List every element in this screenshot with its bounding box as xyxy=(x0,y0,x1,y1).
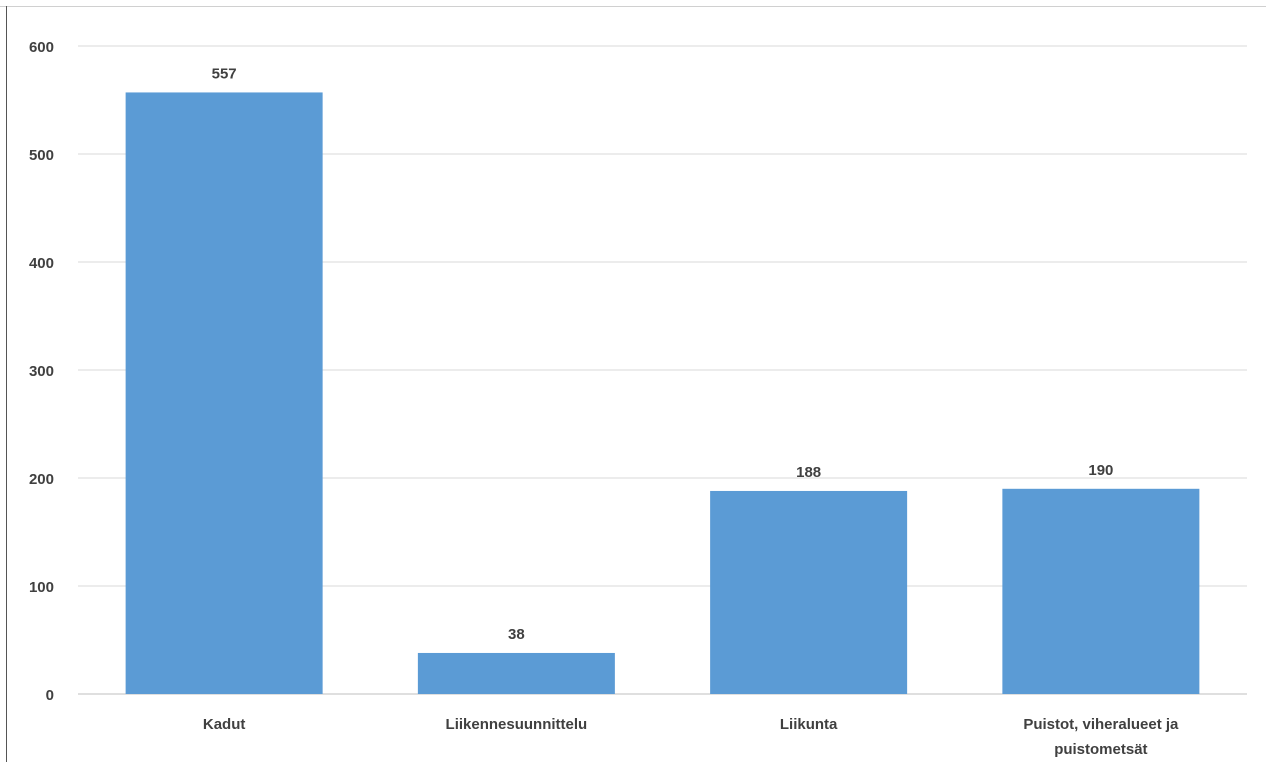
y-tick-label: 0 xyxy=(46,687,54,704)
y-tick-label: 200 xyxy=(29,471,54,488)
x-tick-label: Kadut xyxy=(203,716,246,733)
x-tick-label: Puistot, viheralueet ja xyxy=(1023,716,1179,733)
y-tick-label: 300 xyxy=(29,363,54,380)
bar xyxy=(710,490,908,694)
data-label: 38 xyxy=(508,626,525,643)
bar xyxy=(125,92,323,694)
data-label: 557 xyxy=(212,65,237,82)
y-tick-label: 500 xyxy=(29,147,54,164)
x-tick-label: Liikunta xyxy=(780,716,838,733)
y-tick-label: 400 xyxy=(29,255,54,272)
bar xyxy=(1002,488,1200,694)
data-label: 190 xyxy=(1088,462,1113,479)
x-tick-label: puistometsät xyxy=(1054,741,1147,758)
data-label: 188 xyxy=(796,464,821,481)
frame-top-border xyxy=(0,6,1266,7)
x-tick-label: Liikennesuunnittelu xyxy=(446,716,588,733)
y-tick-label: 100 xyxy=(29,579,54,596)
y-tick-label: 600 xyxy=(29,39,54,56)
bar xyxy=(417,652,615,694)
frame-left-border xyxy=(6,6,7,762)
